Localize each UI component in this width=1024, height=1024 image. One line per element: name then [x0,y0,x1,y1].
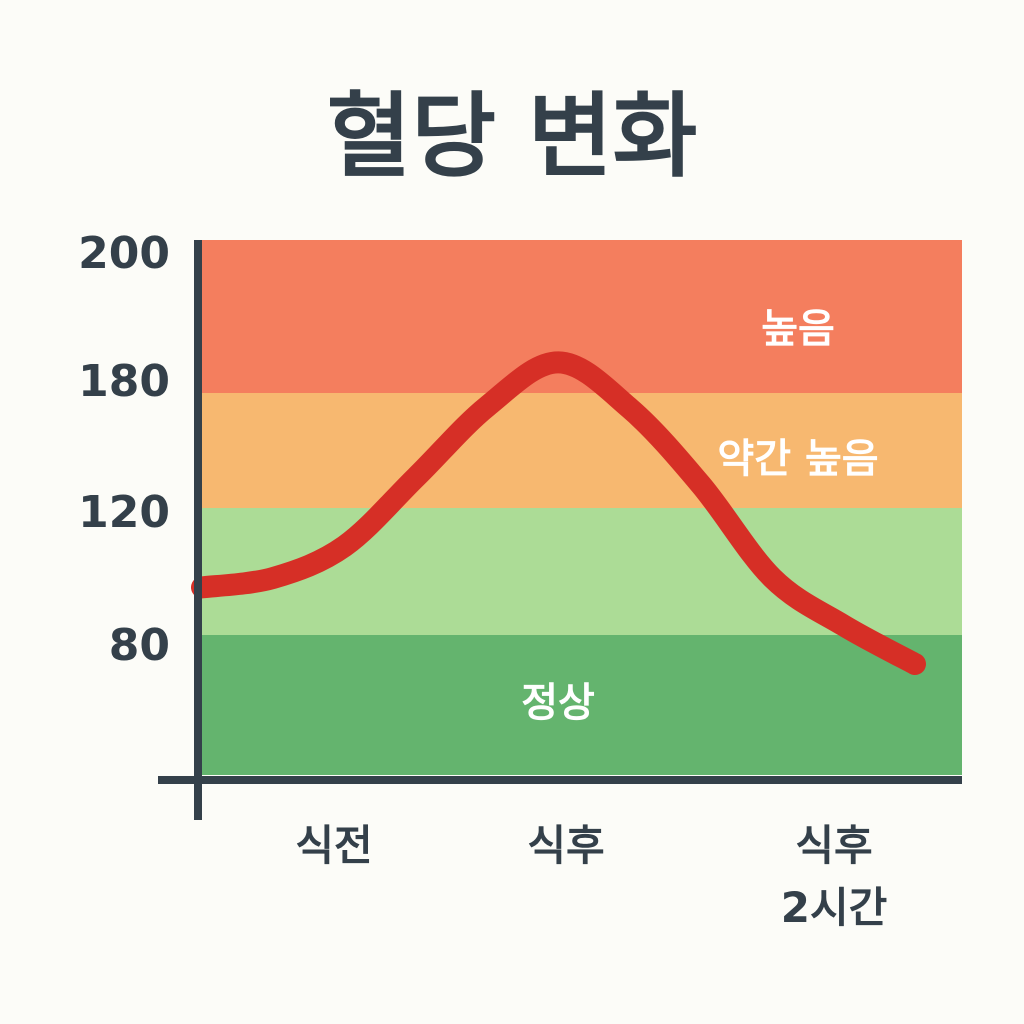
chart-title: 혈당 변화 [327,83,698,190]
x-category-1-line-0: 식후 [527,821,604,870]
zone-bands [202,240,962,775]
x-category-0-line-0: 식전 [295,821,372,870]
y-tick-80: 80 [109,620,170,671]
y-tick-labels: 200 180 120 80 [78,228,170,671]
y-tick-180: 180 [78,356,170,407]
zone-band-1 [202,393,962,508]
zone-label-0: 높음 [761,306,835,352]
x-category-2-line-1: 2시간 [781,883,888,932]
x-category-labels: 식전 식후 식후 2시간 [295,821,887,932]
y-tick-200: 200 [78,228,170,279]
zone-label-3: 정상 [521,680,595,726]
zone-label-1: 약간 높음 [717,436,878,482]
y-tick-120: 120 [78,487,170,538]
x-category-2-line-0: 식후 [795,821,872,870]
zone-band-3 [202,635,962,775]
glucose-curve [191,351,926,675]
